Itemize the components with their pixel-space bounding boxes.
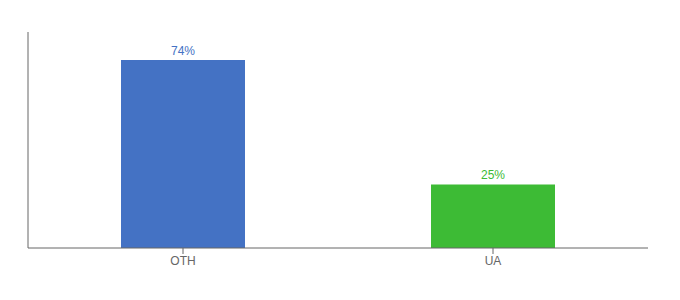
svg-text:UA: UA (485, 254, 502, 268)
svg-text:25%: 25% (481, 168, 505, 182)
svg-text:OTH: OTH (170, 254, 195, 268)
svg-text:74%: 74% (171, 44, 195, 58)
